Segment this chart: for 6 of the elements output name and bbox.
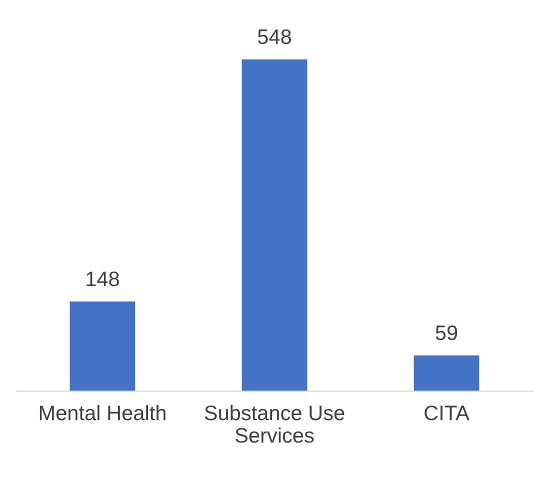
data-label: 548 xyxy=(258,29,291,44)
x-tick-label: CITA xyxy=(424,406,470,420)
data-label: 148 xyxy=(86,272,119,286)
x-tick-label: Substance Use Services xyxy=(204,405,344,443)
x-tick-label: Mental Health xyxy=(40,405,166,420)
data-label: 59 xyxy=(436,325,458,340)
